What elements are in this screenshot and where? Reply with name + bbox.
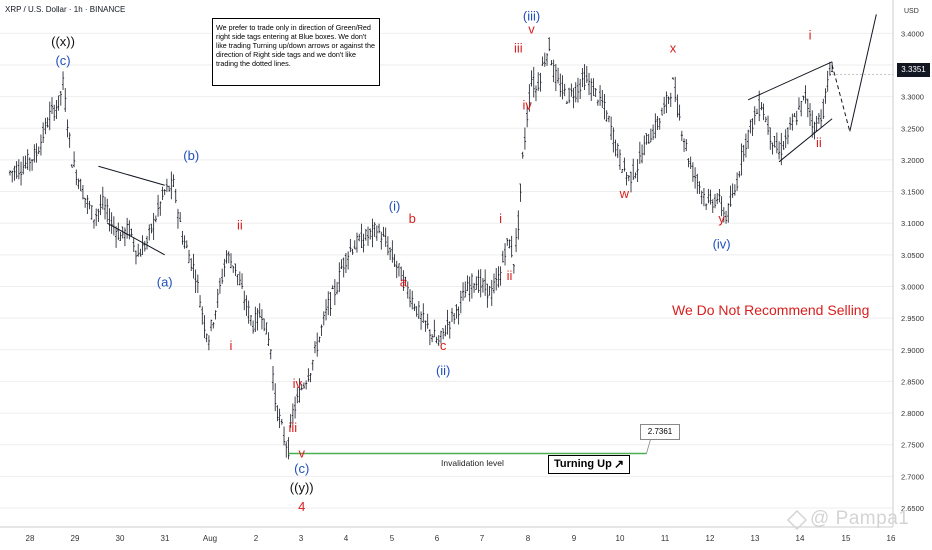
wave-label: i bbox=[499, 211, 502, 226]
x-tick-label: 6 bbox=[435, 534, 440, 543]
wave-label: ii bbox=[816, 135, 822, 150]
y-tick-label: 3.4000 bbox=[901, 29, 924, 38]
wave-label: 4 bbox=[298, 499, 305, 514]
wave-label: v bbox=[528, 21, 535, 36]
wave-label: iii bbox=[514, 40, 523, 55]
y-tick-label: 3.2500 bbox=[901, 124, 924, 133]
trendline bbox=[106, 222, 165, 256]
x-tick-label: Aug bbox=[203, 534, 217, 543]
trendline bbox=[98, 165, 165, 186]
x-tick-label: 14 bbox=[796, 534, 805, 543]
wave-label: (ii) bbox=[436, 363, 450, 378]
trading-note: We prefer to trade only in direction of … bbox=[212, 18, 380, 86]
wave-label: ii bbox=[507, 268, 513, 283]
x-tick-label: 8 bbox=[526, 534, 531, 543]
y-tick-label: 2.9000 bbox=[901, 346, 924, 355]
wave-label: w bbox=[619, 186, 630, 201]
current-price-badge: 3.3351 bbox=[897, 63, 930, 77]
x-tick-label: 30 bbox=[116, 534, 125, 543]
wave-label: iii bbox=[289, 420, 298, 435]
recommendation-text: We Do Not Recommend Selling bbox=[672, 302, 870, 318]
x-tick-label: 4 bbox=[344, 534, 349, 543]
y-tick-label: 3.0000 bbox=[901, 282, 924, 291]
y-tick-label: 2.6500 bbox=[901, 504, 924, 513]
watermark-logo-icon bbox=[786, 509, 808, 531]
x-tick-label: 12 bbox=[706, 534, 715, 543]
x-tick-label: 11 bbox=[661, 534, 670, 543]
wave-label: iv bbox=[522, 97, 532, 112]
wave-label: ((x)) bbox=[51, 34, 75, 49]
wave-label: v bbox=[298, 445, 305, 460]
projection-solid bbox=[849, 14, 877, 132]
trendline bbox=[778, 118, 833, 163]
wave-label: a bbox=[400, 274, 408, 289]
trendline bbox=[747, 61, 833, 101]
x-tick-label: 5 bbox=[390, 534, 395, 543]
y-tick-label: 2.7500 bbox=[901, 441, 924, 450]
x-tick-label: 9 bbox=[572, 534, 577, 543]
wave-label: y bbox=[718, 211, 725, 226]
invalidation-label: Invalidation level bbox=[441, 458, 504, 468]
x-tick-label: 16 bbox=[887, 534, 896, 543]
arrow-up-right-icon: ↗ bbox=[613, 457, 624, 471]
wave-label: iv bbox=[293, 376, 303, 391]
y-tick-label: 2.8000 bbox=[901, 409, 924, 418]
wave-label: (a) bbox=[157, 274, 173, 289]
x-tick-label: 3 bbox=[299, 534, 304, 543]
y-tick-label: 3.3000 bbox=[901, 93, 924, 102]
chart-header-title: XRP / U.S. Dollar · 1h · BINANCE bbox=[5, 5, 126, 14]
turning-up-box: Turning Up ↗ bbox=[548, 455, 630, 474]
x-tick-label: 15 bbox=[842, 534, 851, 543]
x-tick-label: 31 bbox=[161, 534, 170, 543]
wave-label: (iii) bbox=[523, 9, 540, 24]
price-axis-unit: USD bbox=[904, 8, 919, 15]
x-tick-label: 28 bbox=[26, 534, 35, 543]
wave-label: i bbox=[809, 28, 812, 43]
y-tick-label: 3.0500 bbox=[901, 251, 924, 260]
wave-label: (iv) bbox=[713, 237, 731, 252]
watermark-text: @ Pampa1 bbox=[810, 508, 910, 529]
y-tick-label: 2.7000 bbox=[901, 472, 924, 481]
wave-label: b bbox=[409, 211, 416, 226]
wave-label: ii bbox=[237, 218, 243, 233]
x-tick-label: 13 bbox=[751, 534, 760, 543]
wave-label: (c) bbox=[55, 53, 70, 68]
wave-label: (b) bbox=[183, 148, 199, 163]
wave-label: ((y)) bbox=[290, 480, 314, 495]
x-tick-label: 2 bbox=[254, 534, 259, 543]
y-tick-label: 3.1000 bbox=[901, 219, 924, 228]
invalidation-tag-connector bbox=[646, 439, 651, 454]
y-tick-label: 3.1500 bbox=[901, 188, 924, 197]
invalidation-value-tag: 2.7361 bbox=[640, 424, 680, 440]
wave-label: (i) bbox=[389, 199, 401, 214]
wave-label: x bbox=[670, 40, 677, 55]
x-tick-label: 29 bbox=[71, 534, 80, 543]
projection-dashed bbox=[831, 64, 851, 132]
y-tick-label: 3.2000 bbox=[901, 156, 924, 165]
wave-label: (c) bbox=[294, 461, 309, 476]
turning-up-label: Turning Up bbox=[554, 458, 612, 470]
x-tick-label: 7 bbox=[480, 534, 485, 543]
wave-label: i bbox=[230, 338, 233, 353]
x-tick-label: 10 bbox=[616, 534, 625, 543]
wave-label: c bbox=[440, 338, 447, 353]
y-tick-label: 2.9500 bbox=[901, 314, 924, 323]
y-tick-label: 2.8500 bbox=[901, 377, 924, 386]
